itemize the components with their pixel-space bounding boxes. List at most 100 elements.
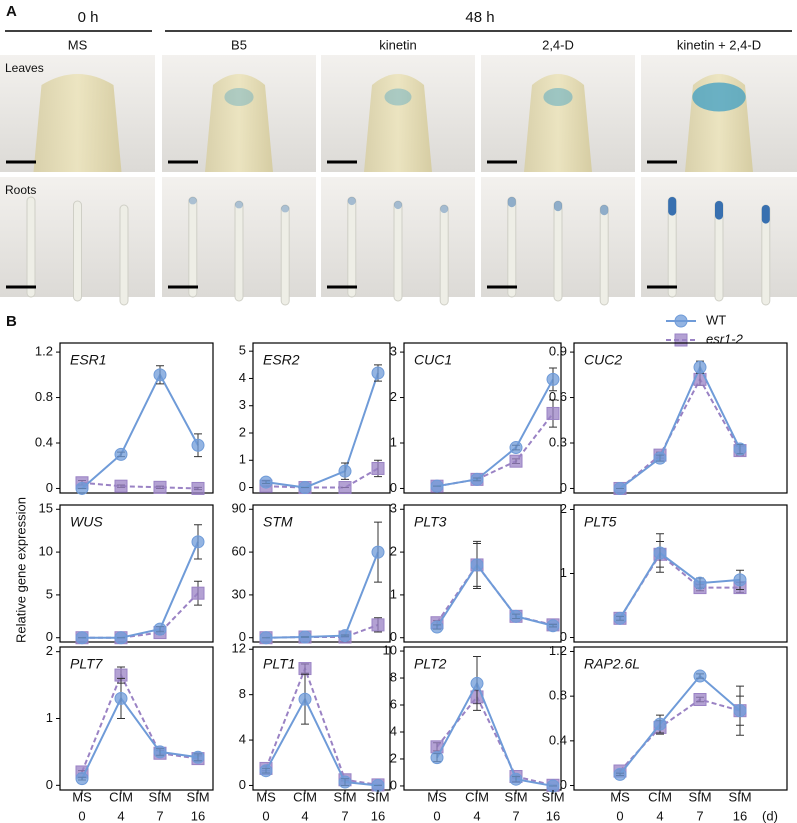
chart: RAP2.6L 0 0.4 0.8 1.2 MS 0 CIM 4 SIM 7 SIM 16: [549, 643, 788, 823]
stain: [543, 88, 573, 106]
marker: [653, 717, 667, 731]
leaf: [364, 74, 432, 172]
series-line: [436, 695, 554, 787]
series-line: [81, 672, 199, 773]
plot-frame: [403, 504, 562, 643]
time-label: 48 h: [465, 9, 494, 26]
series-line: [619, 674, 741, 775]
panel-label: B: [6, 313, 17, 330]
root: [234, 200, 244, 302]
marker: [470, 472, 484, 486]
marker: [153, 745, 167, 759]
y-tick-label: 0: [560, 777, 567, 792]
marker: [298, 481, 312, 495]
marker: [733, 704, 747, 718]
stain: [715, 201, 723, 220]
marker: [509, 772, 523, 786]
marker: [75, 772, 89, 786]
condition-label: MS: [68, 37, 88, 52]
marker: [470, 558, 484, 572]
chart: CUC2 0 0.3 0.6 0.9: [549, 342, 788, 495]
leaf: [524, 74, 592, 172]
stain: [668, 197, 677, 216]
y-tick-label: 4: [239, 370, 246, 385]
marker: [153, 480, 167, 494]
marker: [371, 618, 385, 632]
chart-title: RAP2.6L: [584, 656, 640, 672]
y-tick-label: 0: [239, 777, 246, 792]
x-tick-label: SIM: [366, 789, 389, 804]
y-tick-label: 0.8: [549, 688, 567, 703]
leaf: [205, 74, 273, 172]
time-label: 0 h: [78, 9, 99, 26]
panel-label: A: [6, 3, 17, 20]
marker: [430, 479, 444, 493]
marker: [430, 751, 444, 765]
y-tick-label: 2: [46, 643, 53, 658]
series-line: [82, 541, 199, 639]
marker: [674, 314, 688, 328]
x-tick-label: CIM: [648, 789, 672, 804]
y-tick-label: 0: [46, 480, 53, 495]
chart-title: WUS: [70, 514, 103, 530]
root: [553, 200, 563, 302]
marker: [509, 441, 523, 455]
plot-frame: [403, 646, 562, 791]
marker: [693, 693, 707, 707]
marker: [546, 406, 560, 420]
stain: [440, 205, 449, 214]
marker: [613, 767, 627, 781]
photo: [162, 55, 316, 172]
stain: [692, 82, 746, 112]
stain: [188, 197, 197, 205]
row-label: Roots: [5, 183, 36, 197]
series-line: [436, 563, 554, 628]
photo: [321, 55, 475, 172]
y-tick-label: 90: [232, 501, 246, 516]
marker: [371, 366, 385, 380]
stain: [281, 205, 290, 213]
marker: [191, 586, 205, 600]
series-line: [265, 697, 379, 787]
x-day-label: 16: [371, 808, 385, 823]
marker: [338, 464, 352, 478]
marker: [191, 750, 205, 764]
x-day-label: 0: [433, 808, 440, 823]
chart-title: PLT5: [584, 514, 617, 530]
x-day-label: 0: [78, 808, 85, 823]
marker: [259, 631, 273, 645]
marker: [693, 669, 707, 683]
series-line: [265, 551, 379, 639]
y-tick-label: 0.4: [35, 434, 53, 449]
x-day-label: 4: [117, 808, 124, 823]
x-tick-label: CIM: [109, 789, 133, 804]
x-day-label: 16: [191, 808, 205, 823]
y-tick-label: 30: [232, 586, 246, 601]
x-tick-label: MS: [427, 789, 447, 804]
root: [393, 200, 403, 302]
y-tick-label: 0: [46, 629, 53, 644]
series-line: [436, 681, 554, 787]
leaf: [33, 74, 122, 172]
marker: [114, 691, 128, 705]
chart-title: STM: [263, 514, 293, 530]
y-tick-label: 0: [46, 777, 53, 792]
photo: [481, 55, 635, 172]
legend-label: esr1-2: [706, 331, 744, 346]
series-line: [265, 467, 379, 489]
y-tick-label: 2: [390, 389, 397, 404]
x-tick-label: CIM: [465, 789, 489, 804]
y-tick-label: 12: [232, 641, 246, 656]
y-tick-label: 1: [46, 710, 53, 725]
stain: [761, 205, 770, 224]
y-tick-label: 0: [390, 480, 397, 495]
plot-frame: [573, 646, 788, 791]
y-tick-label: 3: [239, 397, 246, 412]
x-day-label: 7: [341, 808, 348, 823]
y-tick-label: 8: [239, 686, 246, 701]
stain: [507, 197, 516, 208]
marker: [613, 611, 627, 625]
x-unit: (d): [762, 808, 778, 823]
y-tick-label: 2: [390, 544, 397, 559]
marker: [653, 546, 667, 560]
